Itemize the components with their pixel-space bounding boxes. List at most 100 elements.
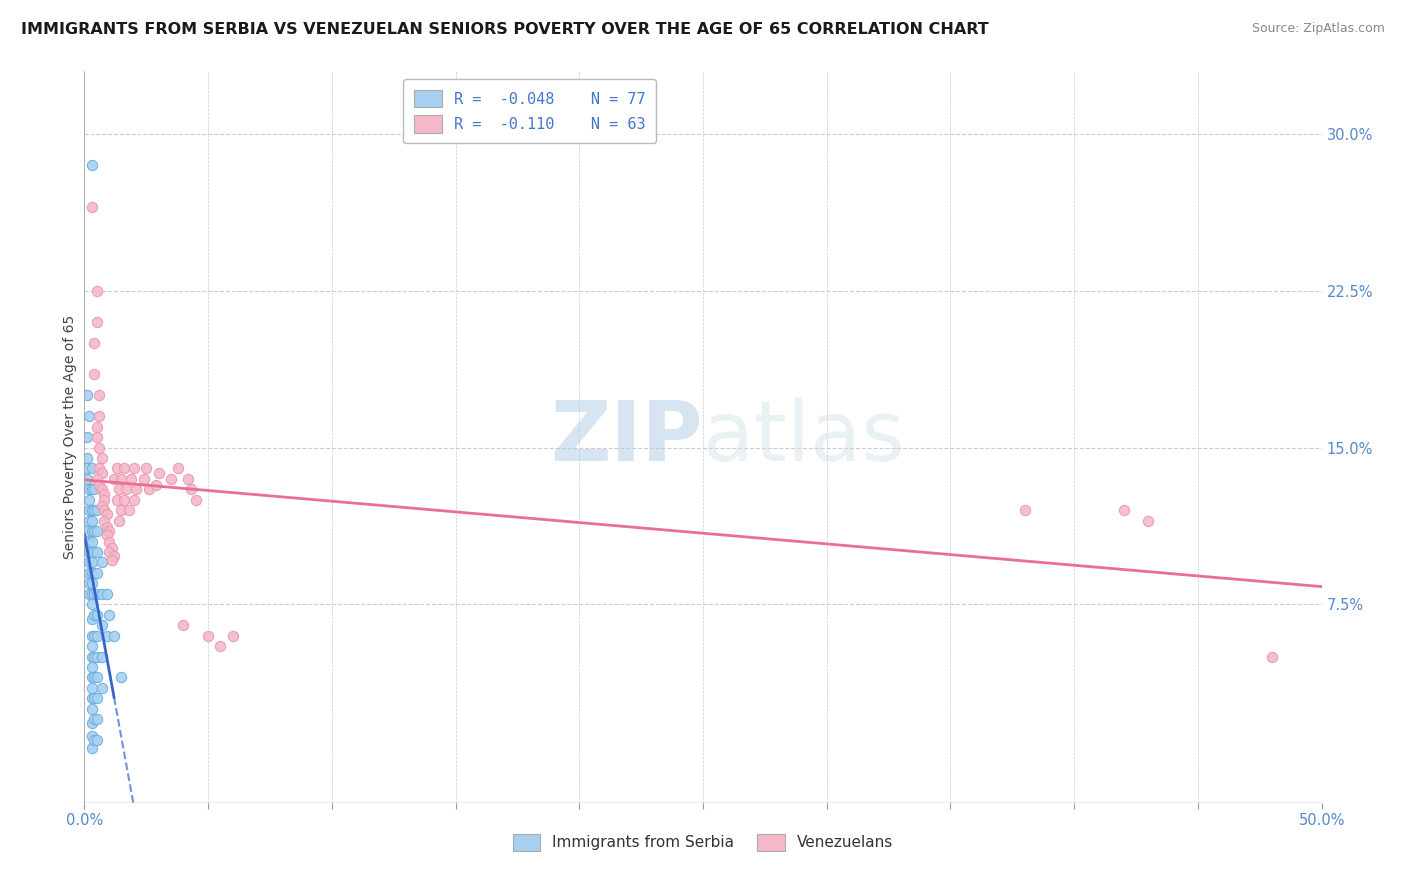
Point xyxy=(80,597,103,611)
Point xyxy=(103,472,125,486)
Point xyxy=(80,612,103,626)
Point xyxy=(80,670,103,684)
Point xyxy=(90,681,112,695)
Point xyxy=(86,733,108,747)
Point xyxy=(89,478,111,492)
Point xyxy=(93,492,115,507)
Point xyxy=(86,503,108,517)
Point xyxy=(80,649,103,664)
Point xyxy=(96,508,118,522)
Point xyxy=(122,461,145,475)
Point xyxy=(1112,503,1135,517)
Point xyxy=(83,503,105,517)
Point xyxy=(79,545,101,559)
Point xyxy=(1261,649,1284,664)
Text: IMMIGRANTS FROM SERBIA VS VENEZUELAN SENIORS POVERTY OVER THE AGE OF 65 CORRELAT: IMMIGRANTS FROM SERBIA VS VENEZUELAN SEN… xyxy=(21,22,988,37)
Point xyxy=(93,486,115,500)
Point xyxy=(86,315,108,329)
Point xyxy=(86,545,108,559)
Point xyxy=(86,629,108,643)
Point xyxy=(83,712,105,726)
Point xyxy=(118,503,141,517)
Legend: Immigrants from Serbia, Venezuelans: Immigrants from Serbia, Venezuelans xyxy=(506,828,900,857)
Point xyxy=(80,534,103,549)
Point xyxy=(80,483,103,497)
Point xyxy=(80,158,103,172)
Point xyxy=(125,483,148,497)
Point xyxy=(89,409,111,424)
Point xyxy=(89,441,111,455)
Point xyxy=(86,670,108,684)
Point xyxy=(83,545,105,559)
Point xyxy=(172,618,194,632)
Point xyxy=(83,587,105,601)
Point xyxy=(177,472,200,486)
Point xyxy=(222,629,245,643)
Point xyxy=(138,483,160,497)
Point xyxy=(83,649,105,664)
Point xyxy=(110,670,132,684)
Point xyxy=(83,336,105,351)
Point xyxy=(93,503,115,517)
Point xyxy=(103,549,125,564)
Point xyxy=(86,712,108,726)
Point xyxy=(108,483,131,497)
Point xyxy=(79,503,101,517)
Point xyxy=(112,461,135,475)
Point xyxy=(83,691,105,706)
Point xyxy=(79,587,101,601)
Point xyxy=(90,466,112,480)
Point xyxy=(90,450,112,465)
Point xyxy=(83,733,105,747)
Point xyxy=(90,587,112,601)
Point xyxy=(184,492,207,507)
Point xyxy=(112,492,135,507)
Point xyxy=(115,483,138,497)
Point xyxy=(83,566,105,580)
Point xyxy=(83,607,105,622)
Point xyxy=(76,388,98,402)
Point xyxy=(83,629,105,643)
Point xyxy=(79,492,101,507)
Text: Source: ZipAtlas.com: Source: ZipAtlas.com xyxy=(1251,22,1385,36)
Point xyxy=(110,472,132,486)
Point xyxy=(79,483,101,497)
Point xyxy=(160,472,183,486)
Point xyxy=(76,472,98,486)
Point xyxy=(76,450,98,465)
Point xyxy=(110,503,132,517)
Point xyxy=(80,587,103,601)
Point xyxy=(83,483,105,497)
Point xyxy=(80,691,103,706)
Point xyxy=(145,478,167,492)
Point xyxy=(79,556,101,570)
Point xyxy=(103,629,125,643)
Point xyxy=(93,514,115,528)
Point xyxy=(83,368,105,382)
Point xyxy=(76,430,98,444)
Point xyxy=(86,566,108,580)
Point xyxy=(86,649,108,664)
Point xyxy=(100,553,122,567)
Point xyxy=(80,545,103,559)
Point xyxy=(83,670,105,684)
Point xyxy=(80,200,103,214)
Point xyxy=(76,524,98,538)
Point xyxy=(80,576,103,591)
Point xyxy=(83,524,105,538)
Point xyxy=(86,430,108,444)
Y-axis label: Seniors Poverty Over the Age of 65: Seniors Poverty Over the Age of 65 xyxy=(63,315,77,559)
Point xyxy=(80,514,103,528)
Point xyxy=(80,556,103,570)
Point xyxy=(108,514,131,528)
Point xyxy=(76,461,98,475)
Point xyxy=(98,545,121,559)
Point xyxy=(167,461,190,475)
Point xyxy=(90,556,112,570)
Point xyxy=(90,618,112,632)
Point xyxy=(86,472,108,486)
Point xyxy=(98,524,121,538)
Point xyxy=(89,388,111,402)
Point xyxy=(86,587,108,601)
Point xyxy=(80,660,103,674)
